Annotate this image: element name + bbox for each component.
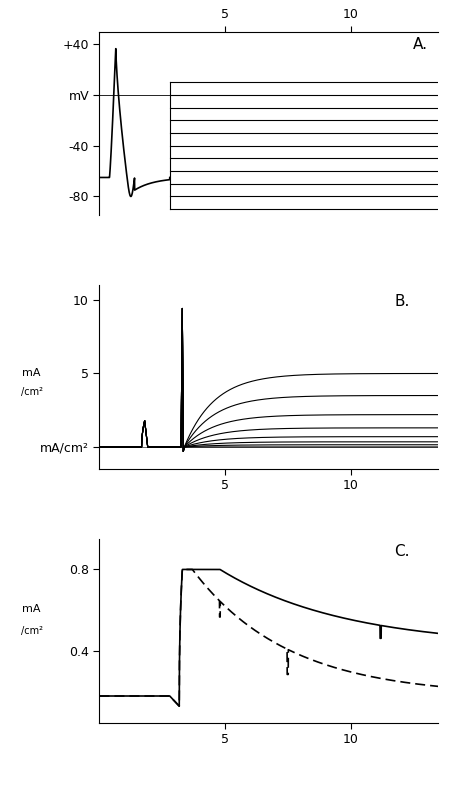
Text: /cm²: /cm²	[21, 626, 42, 636]
Text: A.: A.	[412, 37, 428, 52]
Text: mA: mA	[23, 368, 41, 379]
Text: C.: C.	[393, 545, 409, 559]
Text: mA: mA	[23, 603, 41, 614]
Text: B.: B.	[393, 295, 409, 310]
Text: /cm²: /cm²	[21, 387, 42, 397]
